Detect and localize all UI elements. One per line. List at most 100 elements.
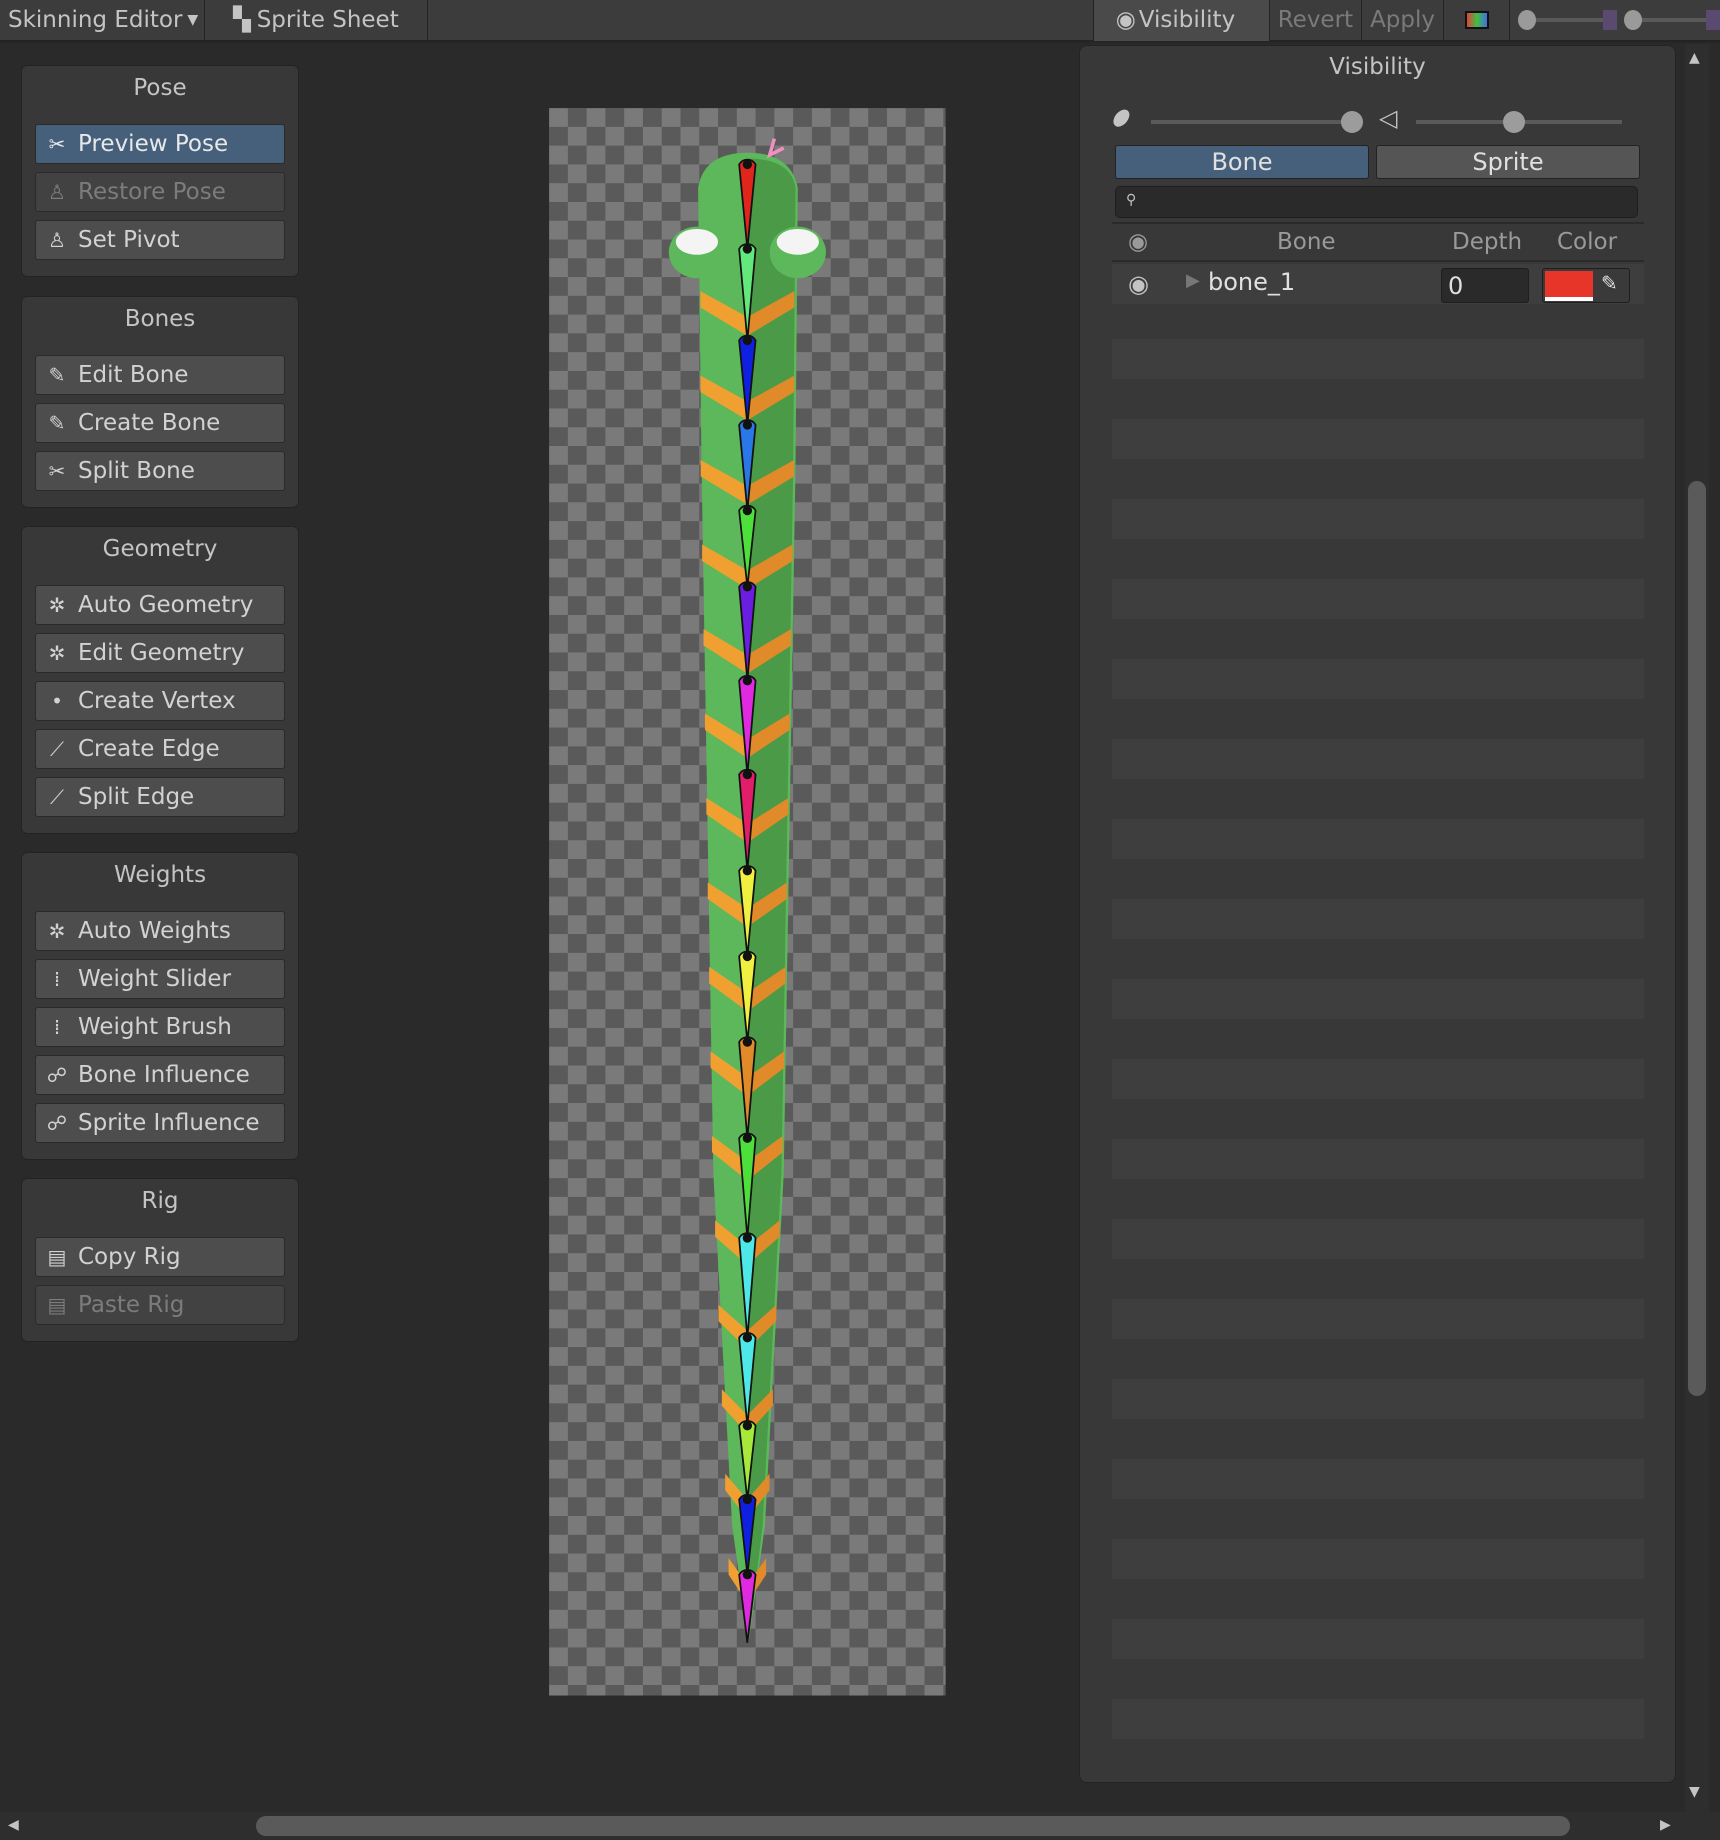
- snake-stripe: [747, 1051, 785, 1096]
- bone-joint[interactable]: [742, 951, 753, 962]
- copy-rig-button[interactable]: ▤ Copy Rig: [35, 1237, 285, 1277]
- snake-stripe: [747, 1135, 783, 1181]
- bone-joint[interactable]: [742, 1037, 753, 1047]
- apply-button[interactable]: Apply: [1362, 0, 1444, 41]
- split-edge-button[interactable]: ⟋ Split Edge: [35, 777, 285, 817]
- bone-joint[interactable]: [742, 1569, 753, 1580]
- sprite-influence-icon: ☍: [46, 1111, 68, 1135]
- bone-7[interactable]: [738, 674, 757, 775]
- bone-joint[interactable]: [742, 1332, 753, 1343]
- weight-slider-button[interactable]: ⁞ Weight Slider: [35, 959, 285, 999]
- header-eye-icon[interactable]: ◉: [1128, 229, 1149, 255]
- scroll-left-icon[interactable]: ◀: [8, 1817, 19, 1833]
- bone-10[interactable]: [738, 950, 757, 1043]
- tab-sprite[interactable]: Sprite: [1376, 145, 1640, 179]
- bone-joint[interactable]: [742, 1420, 753, 1431]
- bone-joint[interactable]: [742, 866, 753, 876]
- table-header: ◉ Bone Depth Color: [1112, 222, 1644, 262]
- color-field[interactable]: ✎: [1542, 268, 1630, 303]
- bone-joint[interactable]: [742, 675, 753, 686]
- split-bone-button[interactable]: ✂ Split Bone: [35, 451, 285, 491]
- bone-opacity-slider[interactable]: [1151, 111, 1363, 133]
- snake-stripe: [700, 291, 748, 336]
- expand-arrow-icon[interactable]: ▶: [1186, 270, 1200, 291]
- snake-stripe: [709, 966, 748, 1012]
- bone-14[interactable]: [738, 1331, 757, 1426]
- button-label: Create Edge: [78, 736, 220, 762]
- bone-joint[interactable]: [742, 1133, 753, 1143]
- bone-joint[interactable]: [742, 769, 753, 780]
- snake-stripe: [711, 1135, 748, 1181]
- snake-stripe: [747, 291, 795, 336]
- auto-geometry-button[interactable]: ✲ Auto Geometry: [35, 585, 285, 625]
- bone-influence-button[interactable]: ☍ Bone Influence: [35, 1055, 285, 1095]
- preview-pose-button[interactable]: ✂ Preview Pose: [35, 124, 285, 164]
- bone-joint[interactable]: [742, 335, 753, 346]
- create-vertex-button[interactable]: • Create Vertex: [35, 681, 285, 721]
- bone-5[interactable]: [738, 504, 757, 587]
- weight-brush-icon: ⁞: [53, 1015, 61, 1039]
- bone-17[interactable]: [738, 1568, 757, 1643]
- bone-3[interactable]: [738, 334, 757, 425]
- weight-brush-button[interactable]: ⁞ Weight Brush: [35, 1007, 285, 1047]
- bone-joint[interactable]: [742, 1233, 753, 1243]
- bone-16[interactable]: [738, 1493, 757, 1575]
- paste-rig-button[interactable]: ▤ Paste Rig: [35, 1285, 285, 1325]
- bone-15[interactable]: [738, 1419, 757, 1500]
- bone-joint[interactable]: [742, 582, 753, 592]
- bone-joint[interactable]: [742, 159, 753, 170]
- scroll-right-icon[interactable]: ▶: [1660, 1817, 1671, 1833]
- color-mode-button[interactable]: [1444, 0, 1510, 41]
- zoom-sliders[interactable]: [1510, 0, 1720, 41]
- bone-9[interactable]: [738, 865, 757, 957]
- bone-8[interactable]: [738, 768, 757, 871]
- eyedropper-icon[interactable]: ✎: [1601, 271, 1618, 295]
- bone-13[interactable]: [738, 1232, 757, 1338]
- bone-2[interactable]: [738, 243, 757, 341]
- bone-joint[interactable]: [742, 1494, 753, 1505]
- scroll-down-icon[interactable]: ▼: [1689, 1784, 1700, 1800]
- mesh-opacity-slider[interactable]: [1416, 111, 1622, 133]
- sprite-influence-button[interactable]: ☍ Sprite Influence: [35, 1103, 285, 1143]
- bone-joint[interactable]: [742, 505, 753, 516]
- bone-12[interactable]: [738, 1132, 757, 1239]
- snake-stripe: [703, 629, 748, 674]
- button-label: Edit Bone: [78, 362, 189, 388]
- row-eye-icon[interactable]: ◉: [1128, 270, 1149, 298]
- header-color[interactable]: Color: [1557, 229, 1618, 255]
- set-pivot-icon: ♙: [48, 228, 66, 252]
- bone-joint[interactable]: [742, 420, 753, 430]
- vertical-scroll-thumb[interactable]: [1688, 481, 1706, 1396]
- bone-search-input[interactable]: ⚲: [1115, 186, 1638, 218]
- mode-dropdown[interactable]: Skinning Editor ▼: [0, 0, 205, 41]
- horizontal-scrollbar[interactable]: ◀ ▶: [0, 1812, 1720, 1840]
- bone-4[interactable]: [738, 419, 757, 511]
- button-label: Edit Geometry: [78, 640, 245, 666]
- scroll-up-icon[interactable]: ▲: [1689, 50, 1700, 66]
- restore-pose-button[interactable]: ♙ Restore Pose: [35, 172, 285, 212]
- snake-eye-left: [675, 228, 719, 255]
- snake-stripe: [747, 460, 795, 505]
- horizontal-scroll-thumb[interactable]: [256, 1816, 1570, 1836]
- bone-joint[interactable]: [742, 244, 753, 254]
- bone-6[interactable]: [738, 581, 757, 681]
- bone-11[interactable]: [738, 1036, 757, 1139]
- tab-bone[interactable]: Bone: [1115, 145, 1369, 179]
- auto-weights-button[interactable]: ✲ Auto Weights: [35, 911, 285, 951]
- bone-1[interactable]: [738, 158, 757, 249]
- edit-geometry-button[interactable]: ✲ Edit Geometry: [35, 633, 285, 673]
- table-row[interactable]: ◉ ▶ bone_1 0 ✎: [1112, 264, 1644, 304]
- set-pivot-button[interactable]: ♙ Set Pivot: [35, 220, 285, 260]
- header-depth[interactable]: Depth: [1452, 229, 1523, 255]
- sprite-sheet-button[interactable]: ▚ Sprite Sheet: [205, 0, 428, 41]
- header-bone[interactable]: Bone: [1277, 229, 1336, 255]
- edit-bone-button[interactable]: ✎ Edit Bone: [35, 355, 285, 395]
- visibility-button[interactable]: ◉ Visibility: [1092, 0, 1270, 41]
- create-bone-button[interactable]: ✎ Create Bone: [35, 403, 285, 443]
- button-label: Split Edge: [78, 784, 195, 810]
- vertical-scrollbar[interactable]: ▲ ▼: [1685, 44, 1709, 1814]
- create-edge-button[interactable]: ⟋ Create Edge: [35, 729, 285, 769]
- depth-field[interactable]: 0: [1441, 268, 1529, 303]
- revert-button[interactable]: Revert: [1270, 0, 1363, 41]
